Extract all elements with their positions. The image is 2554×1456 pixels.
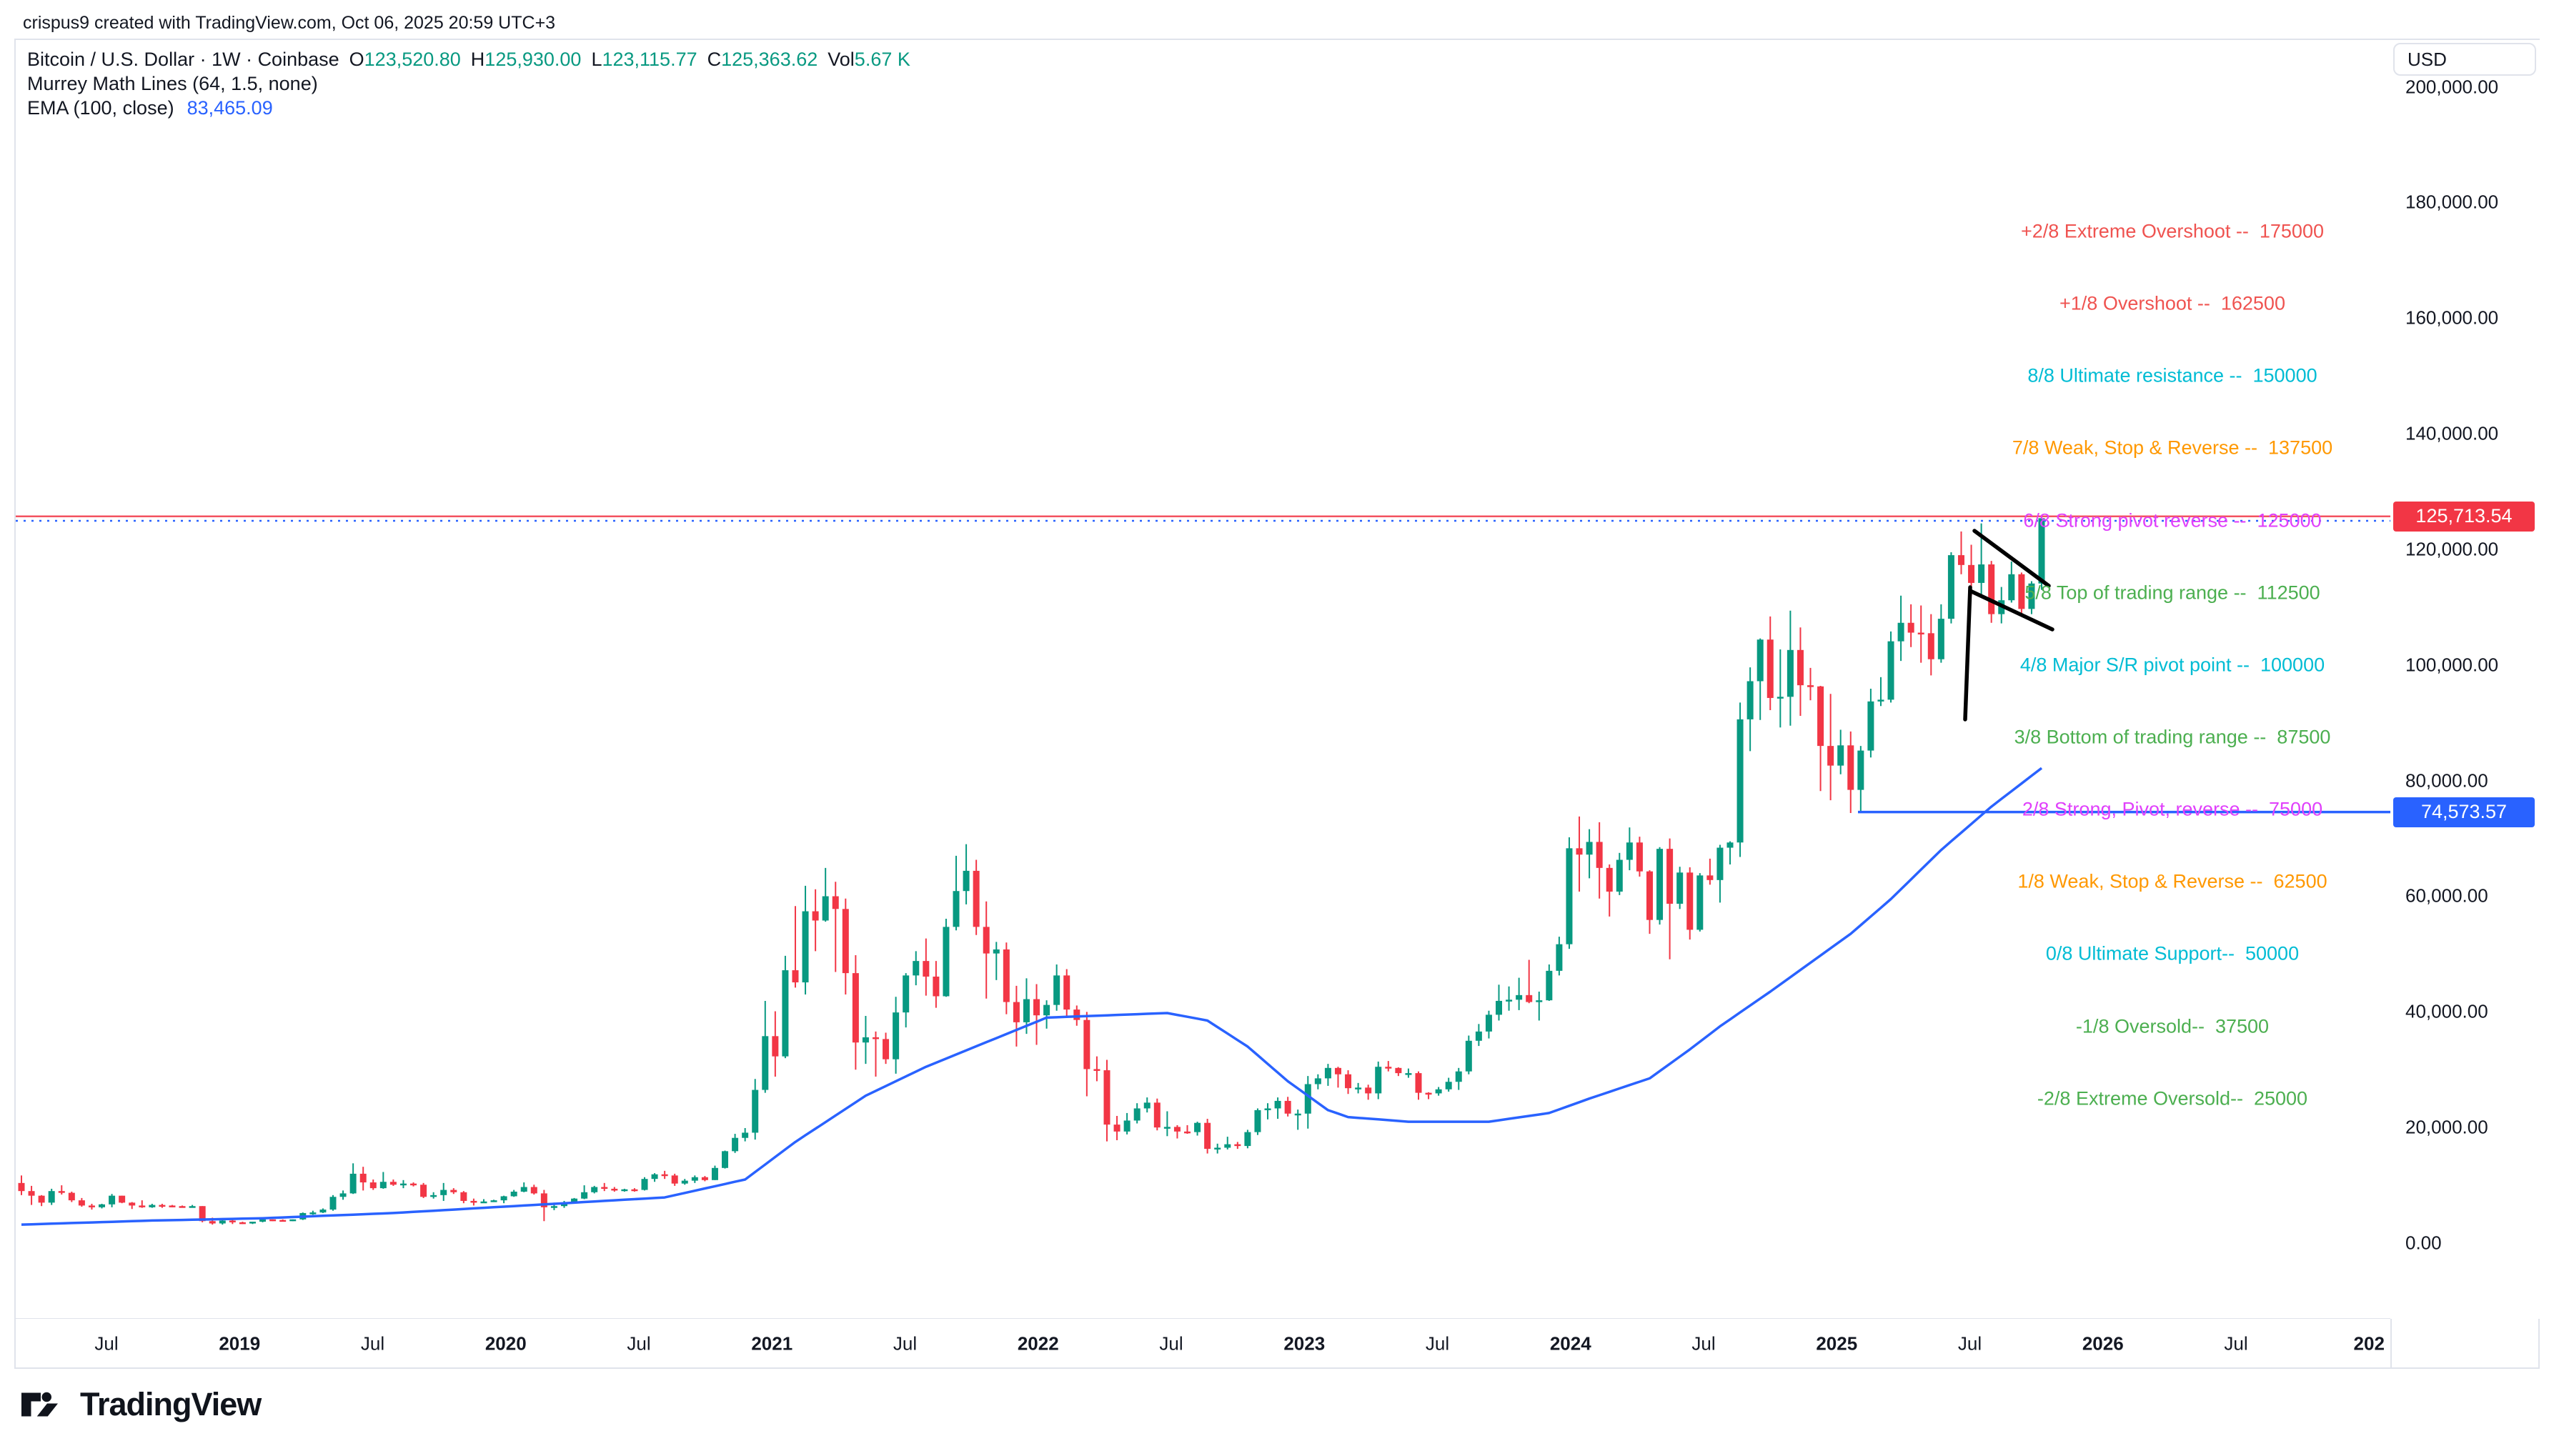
time-tick-label: Jul: [1159, 1332, 1183, 1355]
time-axis[interactable]: Jul 2019 Jul 2020 Jul 2021 Jul 2022 Jul 2023 Jul 20…: [16, 1319, 2390, 1369]
time-tick-label: Jul: [627, 1332, 651, 1355]
ohlcv-values: O123,520.80 H125,930.00 L123,115.77 C125,36…: [339, 49, 910, 71]
time-tick-label: 2025: [1816, 1332, 1858, 1355]
legend-ema-row[interactable]: EMA (100, close) 83,465.09: [27, 96, 910, 120]
time-tick-label: 202: [2353, 1332, 2385, 1355]
price-tick-label: 20,000.00: [2405, 1116, 2488, 1138]
price-tick-label: 0.00: [2405, 1232, 2442, 1254]
pane-timeaxis-separator: [14, 1318, 2540, 1319]
price-tick-label: 180,000.00: [2405, 191, 2499, 213]
chart-pane[interactable]: [16, 40, 2390, 1319]
time-tick-label: Jul: [1957, 1332, 1982, 1355]
frame-bottom: [14, 1367, 2540, 1369]
ohlcv-item: L123,115.77: [591, 48, 697, 70]
price-badge: 125,713.54: [2393, 501, 2535, 532]
attribution-text: crispus9 created with TradingView.com, O…: [23, 13, 556, 33]
chart-legend: Bitcoin / U.S. Dollar · 1W · Coinbase O1…: [27, 47, 910, 120]
time-tick-label: Jul: [360, 1332, 385, 1355]
time-tick-label: Jul: [2224, 1332, 2248, 1355]
tradingview-logo[interactable]: TradingView: [21, 1386, 262, 1423]
ohlcv-item: C125,363.62: [707, 48, 818, 70]
footer: TradingView: [0, 1369, 2554, 1456]
ema-indicator-value: 83,465.09: [187, 96, 273, 119]
price-axis[interactable]: 200,000.00 180,000.00 160,000.00 140,000.00…: [2390, 40, 2540, 1319]
time-tick-label: 2023: [1283, 1332, 1326, 1355]
candlestick-series: [18, 515, 2045, 1225]
time-tick-label: 2020: [485, 1332, 527, 1355]
time-tick-label: 2021: [751, 1332, 793, 1355]
price-tick-label: 60,000.00: [2405, 884, 2488, 907]
frame-left: [14, 39, 16, 1369]
legend-symbol-row[interactable]: Bitcoin / U.S. Dollar · 1W · Coinbase O1…: [27, 47, 910, 71]
time-tick-label: Jul: [1425, 1332, 1450, 1355]
price-tick-label: 160,000.00: [2405, 306, 2499, 329]
price-tick-label: 200,000.00: [2405, 76, 2499, 98]
price-tick-label: 100,000.00: [2405, 654, 2499, 676]
time-tick-label: 2019: [219, 1332, 261, 1355]
frame-top: [14, 39, 2540, 40]
trendline-drawings[interactable]: [1963, 529, 2054, 722]
currency-button-label: USD: [2408, 48, 2447, 70]
symbol-title: Bitcoin / U.S. Dollar · 1W · Coinbase: [27, 48, 339, 70]
price-tick-label: 80,000.00: [2405, 769, 2488, 792]
time-tick-label: Jul: [893, 1332, 918, 1355]
price-tick-label: 140,000.00: [2405, 422, 2499, 444]
time-tick-label: 2024: [1549, 1332, 1591, 1355]
price-badge: 74,573.57: [2393, 797, 2535, 827]
price-tick-label: 120,000.00: [2405, 538, 2499, 560]
time-tick-label: 2026: [2082, 1332, 2124, 1355]
time-tick-label: 2022: [1017, 1332, 1059, 1355]
time-tick-label: Jul: [94, 1332, 119, 1355]
ema-indicator-title: EMA (100, close): [27, 96, 174, 119]
murrey-indicator-title: Murrey Math Lines (64, 1.5, none): [27, 72, 318, 94]
ema-line: [21, 767, 2043, 1226]
ohlcv-item: Vol5.67 K: [828, 48, 910, 70]
ohlcv-item: O123,520.80: [349, 48, 461, 70]
tradingview-logo-text: TradingView: [80, 1386, 262, 1422]
ohlcv-item: H125,930.00: [470, 48, 582, 70]
price-tick-label: 40,000.00: [2405, 1000, 2488, 1022]
time-tick-label: Jul: [1691, 1332, 1716, 1355]
legend-murrey-row[interactable]: Murrey Math Lines (64, 1.5, none): [27, 71, 910, 96]
currency-button[interactable]: USD: [2393, 43, 2536, 76]
tradingview-logo-icon: [21, 1392, 58, 1417]
